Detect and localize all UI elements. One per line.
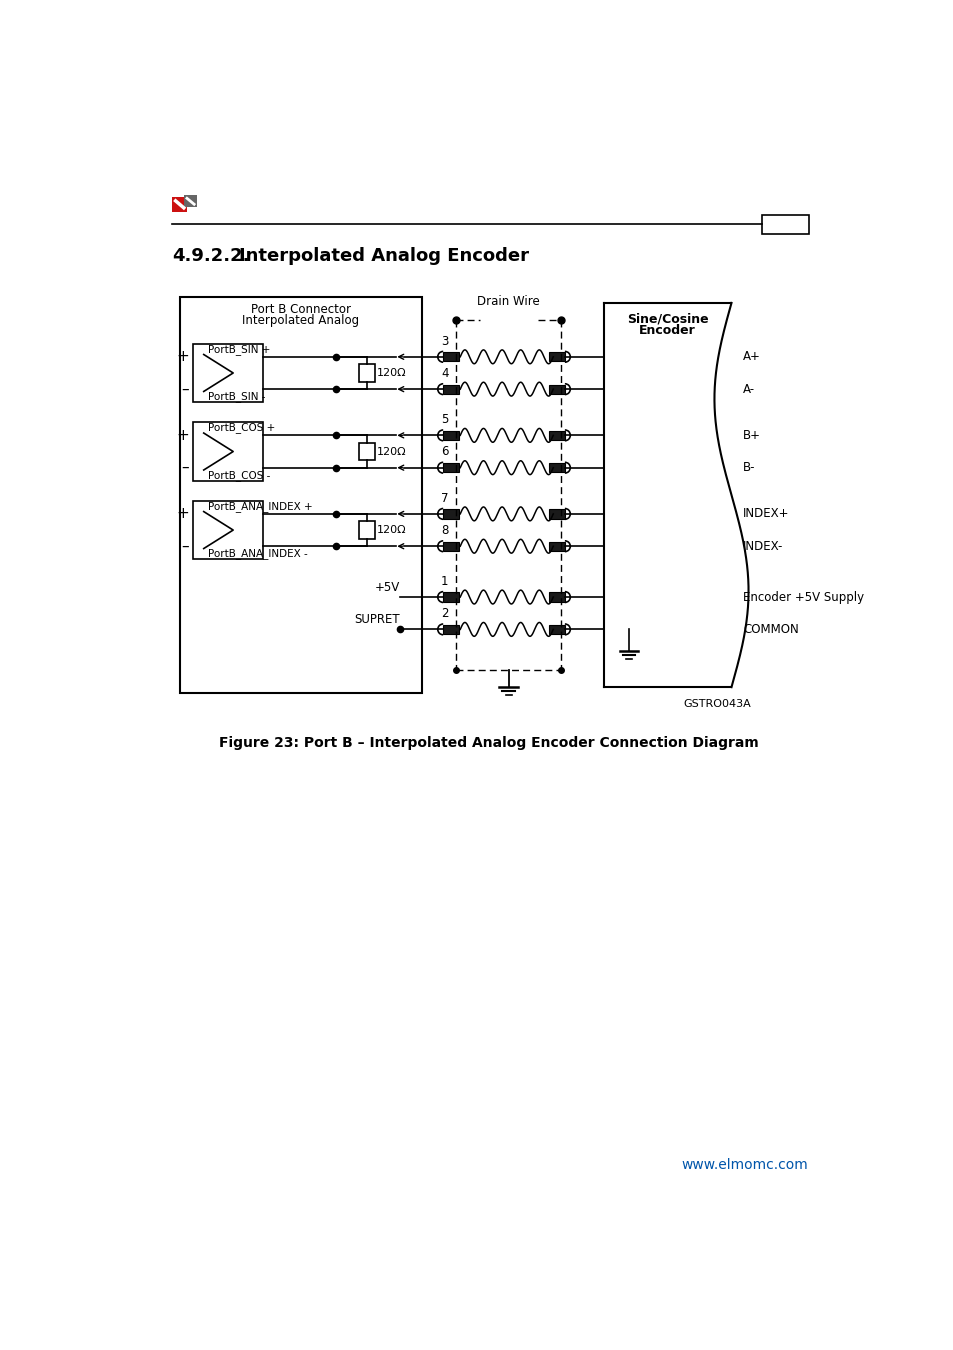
Text: INDEX-: INDEX- [742,540,782,552]
Text: 3: 3 [440,335,448,347]
Bar [549,463,564,472]
Bar [549,352,564,362]
Text: 7: 7 [440,491,448,505]
Text: PortB_COS -: PortB_COS - [208,470,270,481]
Text: PortB_ANA_INDEX +: PortB_ANA_INDEX + [208,501,312,512]
Bar [193,423,262,481]
Text: 4.9.2.2.: 4.9.2.2. [172,247,249,265]
Text: +5V: +5V [375,580,399,594]
Text: +: + [176,428,189,443]
Text: B-: B- [742,462,755,474]
Bar [549,593,564,602]
Text: –: – [181,539,189,553]
Bar [443,385,458,394]
Bar [549,509,564,518]
Text: Encoder +5V Supply: Encoder +5V Supply [742,590,863,603]
Bar [443,625,458,634]
Text: –: – [181,382,189,397]
Text: PortB_SIN +: PortB_SIN + [208,344,270,355]
Text: Encoder: Encoder [639,324,695,336]
Text: A-: A- [742,382,755,396]
Bar [549,541,564,551]
Text: Figure 23: Port B – Interpolated Analog Encoder Connection Diagram: Figure 23: Port B – Interpolated Analog … [219,736,758,749]
Text: PortB_ANA_INDEX -: PortB_ANA_INDEX - [208,548,307,559]
Bar [193,344,262,402]
Bar [549,625,564,634]
Bar [184,196,196,208]
Text: 5: 5 [440,413,448,427]
Text: 6: 6 [440,446,448,459]
Text: 8: 8 [440,524,448,537]
Text: Drain Wire: Drain Wire [476,294,539,308]
Text: 2: 2 [440,608,448,620]
Text: 120Ω: 120Ω [377,525,407,535]
Text: Interpolated Analog: Interpolated Analog [242,313,358,327]
Text: A+: A+ [742,350,760,363]
Bar [443,509,458,518]
Bar [549,431,564,440]
Bar [443,463,458,472]
Bar [443,541,458,551]
Text: –: – [181,460,189,475]
Text: Sine/Cosine: Sine/Cosine [626,312,708,325]
Bar [359,443,375,460]
Text: SUPRET: SUPRET [354,613,399,626]
Text: GSTRO043A: GSTRO043A [682,699,750,710]
Bar [359,521,375,539]
Bar [443,593,458,602]
Bar [549,385,564,394]
Bar [172,197,187,212]
Bar [193,501,262,559]
Bar [443,352,458,362]
Bar [761,215,808,234]
Text: 4: 4 [440,367,448,379]
Bar [179,297,421,694]
Bar [443,431,458,440]
Bar [359,364,375,382]
Text: PortB_SIN -: PortB_SIN - [208,392,265,402]
Text: Interpolated Analog Encoder: Interpolated Analog Encoder [239,247,529,265]
Text: INDEX+: INDEX+ [742,508,789,520]
Text: PortB_COS +: PortB_COS + [208,423,274,433]
Text: www.elmomc.com: www.elmomc.com [680,1158,807,1172]
Text: +: + [176,350,189,365]
Text: COMMON: COMMON [742,622,798,636]
Text: 120Ω: 120Ω [377,369,407,378]
Text: 1: 1 [440,575,448,587]
Text: B+: B+ [742,429,760,441]
Text: +: + [176,506,189,521]
Text: 120Ω: 120Ω [377,447,407,456]
Text: Port B Connector: Port B Connector [251,302,351,316]
